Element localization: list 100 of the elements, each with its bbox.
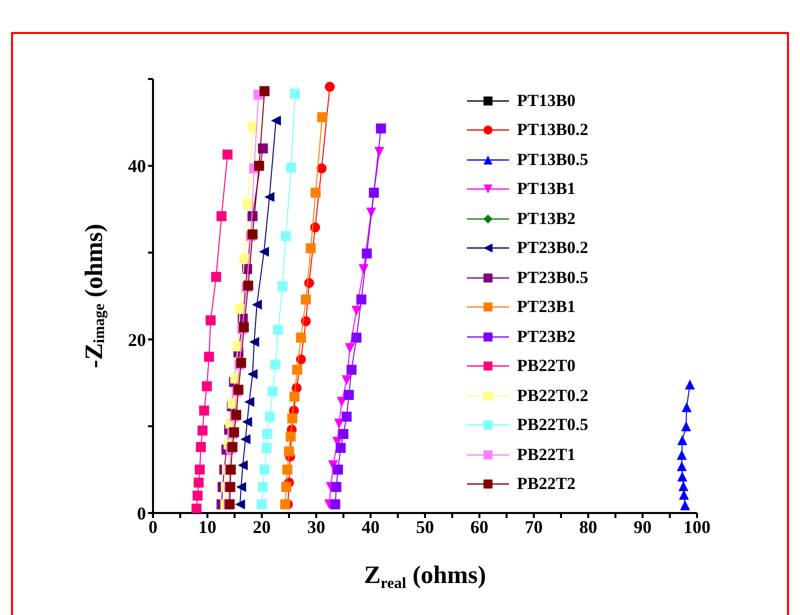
point: [677, 472, 688, 482]
legend-label: PB22T1: [517, 444, 576, 465]
point: [676, 461, 687, 472]
point: [256, 499, 267, 510]
legend-label: PT23B2: [517, 326, 576, 347]
point: [270, 116, 281, 126]
point: [258, 246, 269, 257]
point: [238, 460, 248, 470]
point: [332, 464, 343, 475]
point: [290, 88, 300, 99]
x-tick-label: 90: [634, 516, 652, 537]
x-tick-label: 40: [362, 516, 380, 537]
legend-label: PT13B2: [517, 208, 576, 229]
x-tick-label: 70: [524, 516, 543, 537]
point: [216, 211, 227, 222]
point: [222, 150, 233, 160]
point: [342, 412, 352, 422]
x-tick-label: 20: [252, 516, 271, 537]
point: [286, 162, 296, 173]
point: [206, 315, 216, 326]
y-tick-label: 0: [137, 503, 146, 524]
point: [681, 421, 692, 432]
point: [248, 122, 258, 132]
point: [362, 248, 372, 258]
point: [248, 369, 258, 380]
point: [678, 490, 689, 500]
x-tick-label: 30: [307, 516, 326, 537]
point: [258, 143, 268, 154]
point: [270, 360, 280, 370]
point: [202, 381, 212, 392]
point: [242, 198, 253, 209]
point: [194, 478, 204, 488]
point: [346, 364, 357, 375]
point: [338, 429, 348, 440]
point: [260, 86, 270, 96]
point: [196, 442, 206, 452]
legend-label: PT13B0.5: [517, 150, 588, 170]
point: [316, 163, 327, 174]
point: [336, 442, 346, 453]
point: [351, 332, 362, 343]
legend-label: PT23B0.2: [517, 238, 588, 258]
legend-label: PB22T2: [517, 474, 576, 494]
point: [198, 426, 208, 436]
point: [264, 412, 275, 422]
legend-label: PT13B1: [517, 179, 576, 200]
y-tick-label: 40: [128, 156, 146, 176]
point: [376, 123, 386, 134]
legend-label: PT23B0.5: [517, 268, 588, 288]
point: [677, 435, 688, 446]
point: [273, 324, 284, 335]
x-tick-label: 100: [684, 516, 710, 537]
legend-label: PB22T0: [517, 356, 576, 376]
point: [268, 386, 278, 396]
point: [242, 416, 252, 427]
point: [264, 192, 274, 202]
point: [192, 490, 203, 501]
point: [310, 188, 321, 198]
point: [235, 499, 246, 510]
point: [235, 304, 246, 314]
point: [204, 352, 214, 362]
point: [680, 500, 690, 510]
point: [368, 188, 379, 198]
point: [282, 464, 292, 475]
point: [289, 392, 300, 402]
point: [199, 406, 210, 416]
point: [262, 442, 272, 453]
point: [342, 375, 352, 386]
point: [300, 294, 311, 304]
point: [678, 481, 688, 492]
x-axis-title: Z$_{real}$ (ohms): [364, 562, 486, 592]
x-tick-label: 80: [579, 516, 598, 537]
point: [236, 482, 246, 492]
point: [684, 380, 695, 390]
point: [244, 396, 254, 407]
point: [331, 482, 342, 492]
point: [344, 343, 355, 354]
point: [286, 432, 296, 442]
x-tick-label: 50: [416, 516, 434, 537]
point: [676, 450, 687, 460]
point: [292, 364, 302, 375]
point: [254, 160, 264, 171]
point: [296, 332, 306, 343]
legend-label: PT23B1: [517, 297, 576, 318]
point: [240, 434, 250, 444]
point: [306, 243, 316, 254]
point: [324, 82, 335, 92]
point: [682, 402, 692, 412]
point: [287, 413, 298, 424]
point: [351, 306, 362, 316]
point: [281, 482, 292, 492]
point: [344, 390, 354, 400]
point: [284, 446, 294, 456]
point: [252, 300, 262, 310]
x-tick-label: 10: [198, 516, 216, 537]
legend-label: PT13B0: [517, 90, 576, 111]
point: [249, 337, 260, 348]
point: [239, 254, 250, 264]
legend-label: PB22T0.2: [517, 386, 588, 406]
point: [280, 231, 291, 242]
point: [260, 464, 270, 475]
